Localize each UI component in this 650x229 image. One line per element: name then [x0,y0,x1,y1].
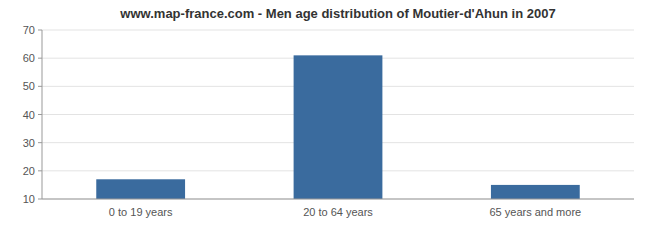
x-axis-line [42,199,634,200]
x-axis: 0 to 19 years 20 to 64 years 65 years and … [109,206,581,218]
y-tick [38,86,42,87]
grid-line [42,199,634,200]
x-tick-label: 0 to 19 years [109,206,173,218]
y-tick [38,58,42,59]
y-tick [38,30,42,31]
y-tick-label: 60 [23,52,35,64]
y-tick-label: 20 [23,165,35,177]
y-tick [38,199,42,200]
x-tick-label: 20 to 64 years [303,206,373,218]
y-tick-label: 40 [23,109,35,121]
bar [294,55,383,199]
y-tick [38,114,42,115]
y-tick-label: 50 [23,80,35,92]
bars [96,55,579,199]
y-tick-label: 70 [23,24,35,36]
x-tick-label: 65 years and more [489,206,581,218]
bar [491,185,580,199]
title: www.map-france.com - Men age distributio… [119,6,555,21]
chart-container: www.map-france.com - Men age distributio… [0,0,650,229]
y-tick [38,170,42,171]
y-tick-label: 10 [23,193,35,205]
y-axis: 10 20 30 40 50 60 70 [23,24,634,205]
chart-svg: www.map-france.com - Men age distributio… [0,0,650,229]
y-tick [38,142,42,143]
bar [96,179,185,199]
y-axis-line [42,30,43,199]
grid-line [42,30,634,31]
y-tick-label: 30 [23,137,35,149]
